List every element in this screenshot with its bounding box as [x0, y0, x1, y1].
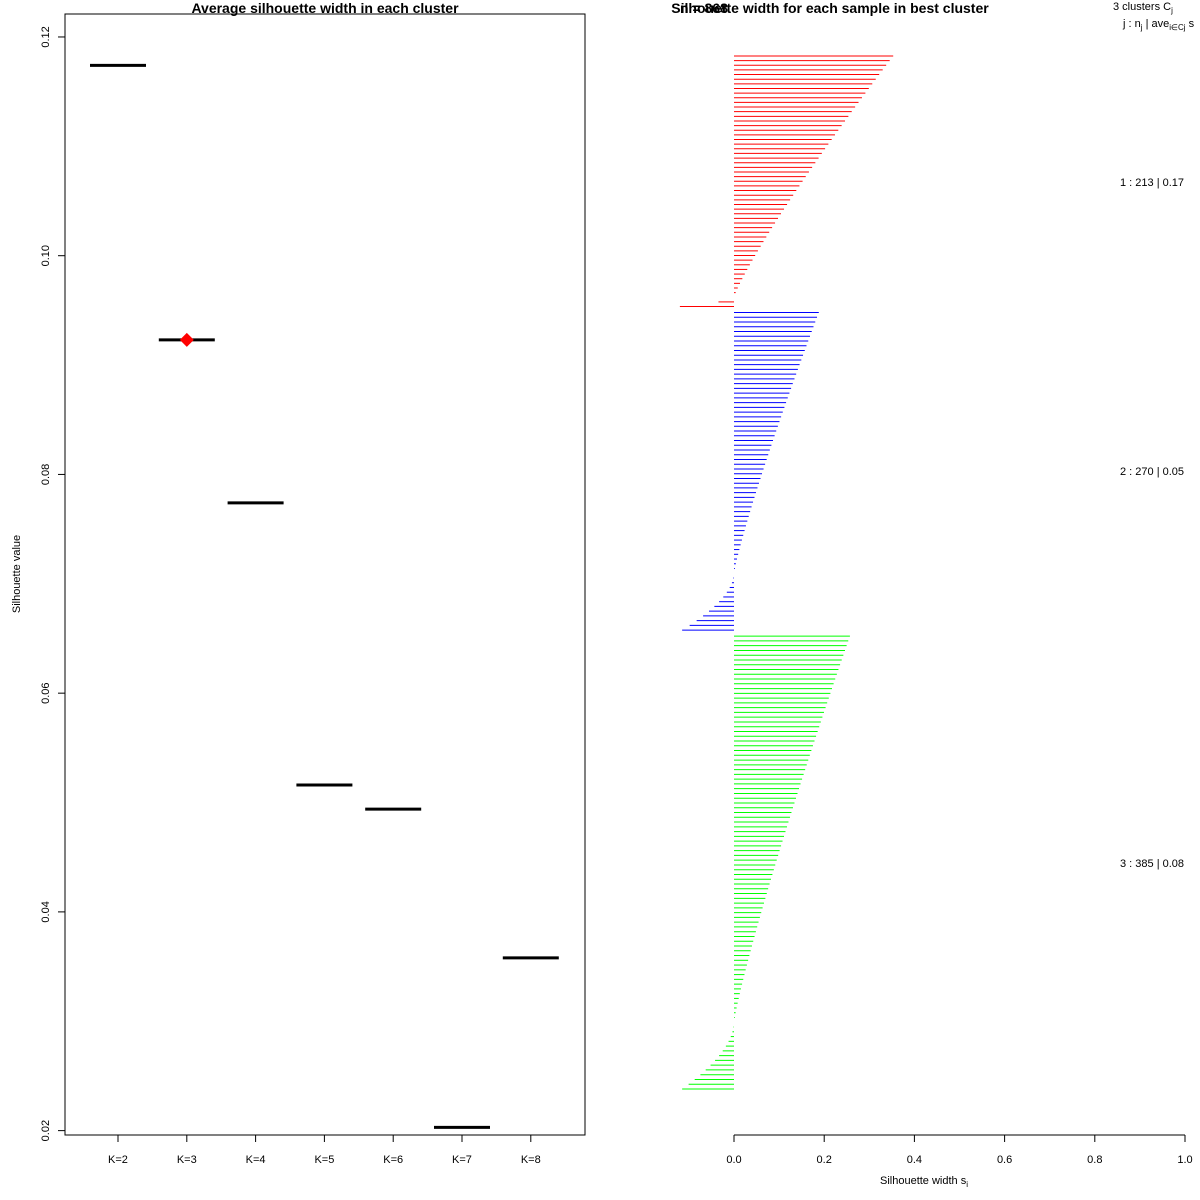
- left-y-tick-label: 0.10: [40, 245, 52, 266]
- cluster-legend: 3 clusters Cj j : nj | avei∈Cj s 1 : 213…: [1113, 1, 1195, 870]
- right-x-tick-label: 0.0: [726, 1154, 741, 1166]
- right-x-tick-label: 0.6: [997, 1154, 1012, 1166]
- left-chart-title: Average silhouette width in each cluster: [191, 0, 459, 16]
- right-chart-title: Silhouette width for each sample in best…: [671, 0, 989, 16]
- left-x-tick-label: K=4: [246, 1154, 266, 1166]
- left-data-marks: [90, 63, 559, 1129]
- left-y-axis-label: Silhouette value: [11, 535, 23, 613]
- left-x-tick-label: K=6: [383, 1154, 403, 1166]
- right-x-tick-label: 0.2: [817, 1154, 832, 1166]
- left-y-tick-label: 0.08: [40, 464, 52, 485]
- right-x-axis: 0.0 0.2 0.4 0.6 0.8 1.0: [726, 1134, 1193, 1166]
- legend-row-cluster-3: 3 : 385 | 0.08: [1120, 858, 1184, 870]
- left-x-tick-label: K=3: [177, 1154, 197, 1166]
- right-silhouette-bars: [679, 55, 894, 1090]
- left-y-tick-label: 0.04: [40, 901, 52, 922]
- left-y-tick-label: 0.06: [40, 682, 52, 703]
- legend-header-main: 3 clusters Cj: [1113, 1, 1173, 15]
- right-x-tick-label: 0.8: [1087, 1154, 1102, 1166]
- right-chart-overlap-title: n = 868: [680, 0, 728, 16]
- left-y-axis: 0.02 0.04 0.06 0.08 0.10 0.12: [40, 26, 65, 1141]
- left-panel-avg-silhouette: Average silhouette width in each cluster…: [11, 0, 586, 1166]
- right-panel-sample-silhouette: n = 868 Silhouette width for each sample…: [671, 0, 1194, 1189]
- legend-header-cols: j : nj | avei∈Cj s: [1122, 18, 1195, 32]
- left-y-tick-label: 0.12: [40, 26, 52, 47]
- right-x-tick-label: 0.4: [907, 1154, 922, 1166]
- left-x-tick-label: K=8: [521, 1154, 541, 1166]
- left-x-tick-label: K=5: [314, 1154, 334, 1166]
- legend-row-cluster-1: 1 : 213 | 0.17: [1120, 177, 1184, 189]
- right-x-tick-label: 1.0: [1177, 1154, 1192, 1166]
- left-x-tick-label: K=7: [452, 1154, 472, 1166]
- left-x-axis: K=2 K=3 K=4 K=5 K=6 K=7 K=8: [108, 1134, 541, 1166]
- left-x-tick-label: K=2: [108, 1154, 128, 1166]
- left-plot-box: [64, 13, 586, 1136]
- left-y-tick-label: 0.02: [40, 1120, 52, 1141]
- legend-row-cluster-2: 2 : 270 | 0.05: [1120, 466, 1184, 478]
- right-x-axis-label: Silhouette width si: [880, 1175, 968, 1189]
- best-k-marker: [179, 332, 194, 347]
